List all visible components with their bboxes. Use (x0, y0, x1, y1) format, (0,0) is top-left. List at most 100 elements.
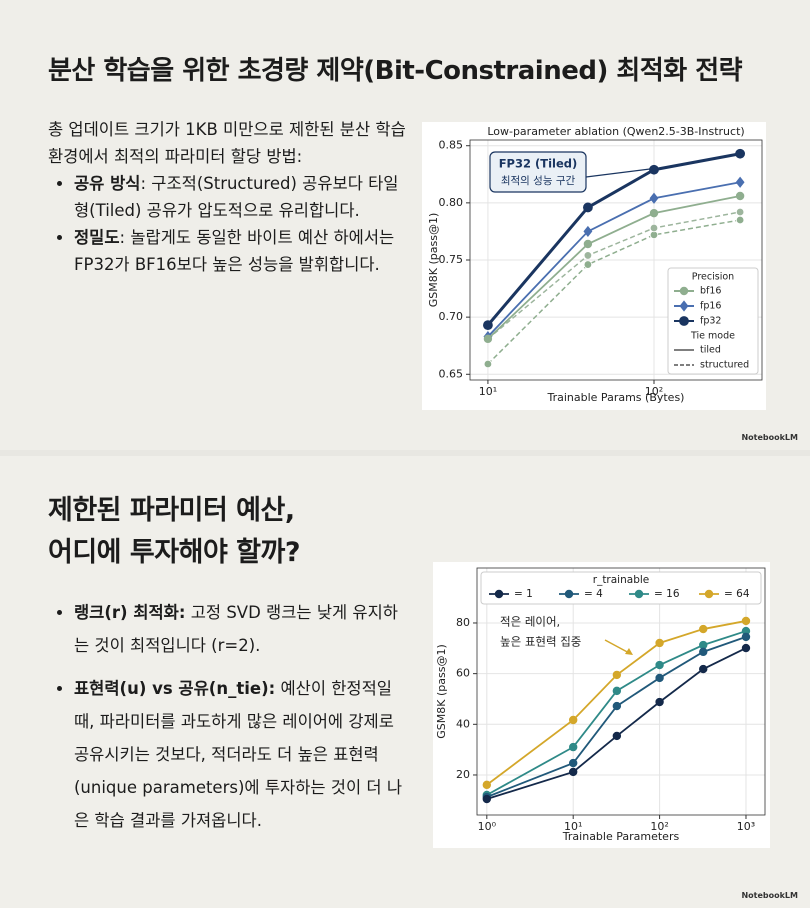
slide: 분산 학습을 위한 초경량 제약(Bit-Constrained) 최적화 전략… (0, 0, 810, 450)
bullet-text: : 구조적(Structured) 공유보다 타일형(Tiled) 공유가 압도… (74, 174, 399, 220)
series-line (487, 219, 741, 365)
legend-title: Precision (692, 272, 734, 283)
slide-title: 제한된 파라미터 예산, 어디에 투자해야 할까? (48, 490, 301, 574)
legend-title: r_trainable (593, 574, 649, 586)
marker (735, 215, 745, 225)
chart: 20 40 60 80 10⁰ 10¹ 10² 10³ Trainable Parameters… (433, 562, 770, 848)
marker (483, 334, 493, 344)
legend-label: fp32 (700, 316, 721, 327)
marker (568, 742, 578, 752)
annotation-title: FP32 (Tiled) (499, 157, 578, 171)
legend-label: = 1 (514, 588, 533, 600)
marker (735, 207, 745, 217)
legend-label: = 16 (654, 588, 680, 600)
y-axis-label: GSM8K (pass@1) (427, 213, 440, 307)
marker (679, 286, 689, 296)
legend-box (480, 571, 762, 605)
marker (483, 359, 493, 369)
marker (655, 697, 664, 707)
title-line: 제한된 파라미터 예산, (48, 495, 295, 526)
marker (612, 670, 622, 680)
badge: NotebookLM (741, 891, 798, 900)
marker (612, 686, 622, 696)
marker (494, 589, 504, 599)
chart-title: Low-parameter ablation (Qwen2.5-3B-Instr… (487, 125, 744, 138)
marker (634, 589, 644, 599)
marker (699, 624, 708, 634)
bullet-text: 고정 SVD 랭크는 낮게 유지하는 것이 최적입니다 (r=2). (74, 603, 398, 655)
title-line: 어디에 투자해야 할까? (48, 537, 301, 568)
legend-label: fp16 (700, 301, 721, 312)
bullet-label: 표현력(u) vs 공유(n_tie): (74, 679, 276, 698)
marker (741, 616, 751, 626)
legend-title: Tie mode (690, 331, 735, 342)
marker (612, 701, 622, 711)
bullet-list: 공유 방식: 구조적(Structured) 공유보다 타일형(Tiled) 공… (48, 170, 408, 278)
y-tick-label: 0.80 (439, 196, 464, 209)
series-line (487, 211, 741, 340)
legend-label: structured (700, 360, 749, 371)
x-tick-label: 10² (650, 820, 668, 833)
annotation-arrow (585, 168, 651, 178)
y-tick-label: 0.75 (439, 253, 464, 266)
marker (741, 632, 751, 642)
marker (612, 731, 622, 741)
bullet: 랭크(r) 최적화: 고정 SVD 랭크는 낮게 유지하는 것이 최적입니다 (… (74, 596, 413, 662)
intro: 총 업데이트 크기가 1KB 미만으로 제한된 분산 학습 환경에서 최적의 파… (48, 120, 406, 166)
bullet-label: 정밀도 (74, 228, 120, 247)
annotation-text: 최적의 성능 구간 (501, 175, 576, 187)
bullet-label: 랭크(r) 최적화: (74, 603, 186, 622)
marker (655, 673, 664, 683)
slide-body: 랭크(r) 최적화: 고정 SVD 랭크는 낮게 유지하는 것이 최적입니다 (… (48, 596, 413, 847)
plot-frame (476, 567, 766, 816)
chart: Low-parameter ablation (Qwen2.5-3B-Instr… (422, 122, 766, 410)
series-line (487, 195, 741, 340)
y-tick-label: 20 (456, 768, 470, 781)
bullet-label: 공유 방식 (74, 174, 141, 193)
series-line (486, 620, 747, 786)
marker (568, 758, 578, 768)
bullet: 정밀도: 놀랍게도 동일한 바이트 예산 하에서는 FP32가 BF16보다 높… (74, 224, 408, 278)
series-line (486, 647, 747, 800)
marker (583, 260, 593, 269)
marker (649, 223, 659, 233)
marker (735, 148, 746, 159)
x-tick-label: 10¹ (479, 385, 497, 398)
marker (583, 225, 593, 238)
marker (699, 664, 708, 674)
marker (679, 316, 689, 326)
slide-title: 분산 학습을 위한 초경량 제약(Bit-Constrained) 최적화 전략 (48, 56, 743, 86)
x-tick-label: 10¹ (564, 820, 582, 833)
legend-box (667, 267, 759, 375)
legend-label: bf16 (700, 286, 721, 297)
marker (583, 202, 593, 213)
marker (735, 191, 745, 201)
x-tick-label: 10⁰ (478, 820, 497, 833)
series-line (486, 152, 741, 327)
marker (735, 176, 745, 188)
bullet-list: 랭크(r) 최적화: 고정 SVD 랭크는 낮게 유지하는 것이 최적입니다 (… (48, 596, 413, 837)
annotation-arrowhead (625, 648, 633, 655)
marker (583, 239, 593, 249)
series-line (487, 181, 741, 338)
x-axis-label: Trainable Parameters (562, 830, 680, 843)
slide: 제한된 파라미터 예산, 어디에 투자해야 할까? 랭크(r) 최적화: 고정 … (0, 456, 810, 908)
marker (482, 794, 492, 804)
marker (482, 780, 492, 790)
y-axis-label: GSM8K (pass@1) (435, 644, 448, 738)
marker (649, 164, 659, 175)
marker (568, 767, 578, 777)
annotation-box (489, 151, 587, 193)
annotation-text: 적은 레이어, (500, 615, 560, 629)
y-tick-label: 60 (456, 667, 470, 680)
slide-body: 총 업데이트 크기가 1KB 미만으로 제한된 분산 학습 환경에서 최적의 파… (48, 116, 408, 278)
y-tick-label: 80 (456, 616, 470, 629)
x-axis-label: Trainable Params (Bytes) (547, 391, 685, 404)
series-line (486, 636, 747, 798)
marker (564, 589, 574, 599)
plot-frame (469, 139, 763, 381)
bullet-text: : 놀랍게도 동일한 바이트 예산 하에서는 FP32가 BF16보다 높은 성… (74, 228, 395, 274)
annotation-text: 높은 표현력 집중 (500, 635, 581, 649)
bullet: 공유 방식: 구조적(Structured) 공유보다 타일형(Tiled) 공… (74, 170, 408, 224)
marker (568, 715, 578, 725)
